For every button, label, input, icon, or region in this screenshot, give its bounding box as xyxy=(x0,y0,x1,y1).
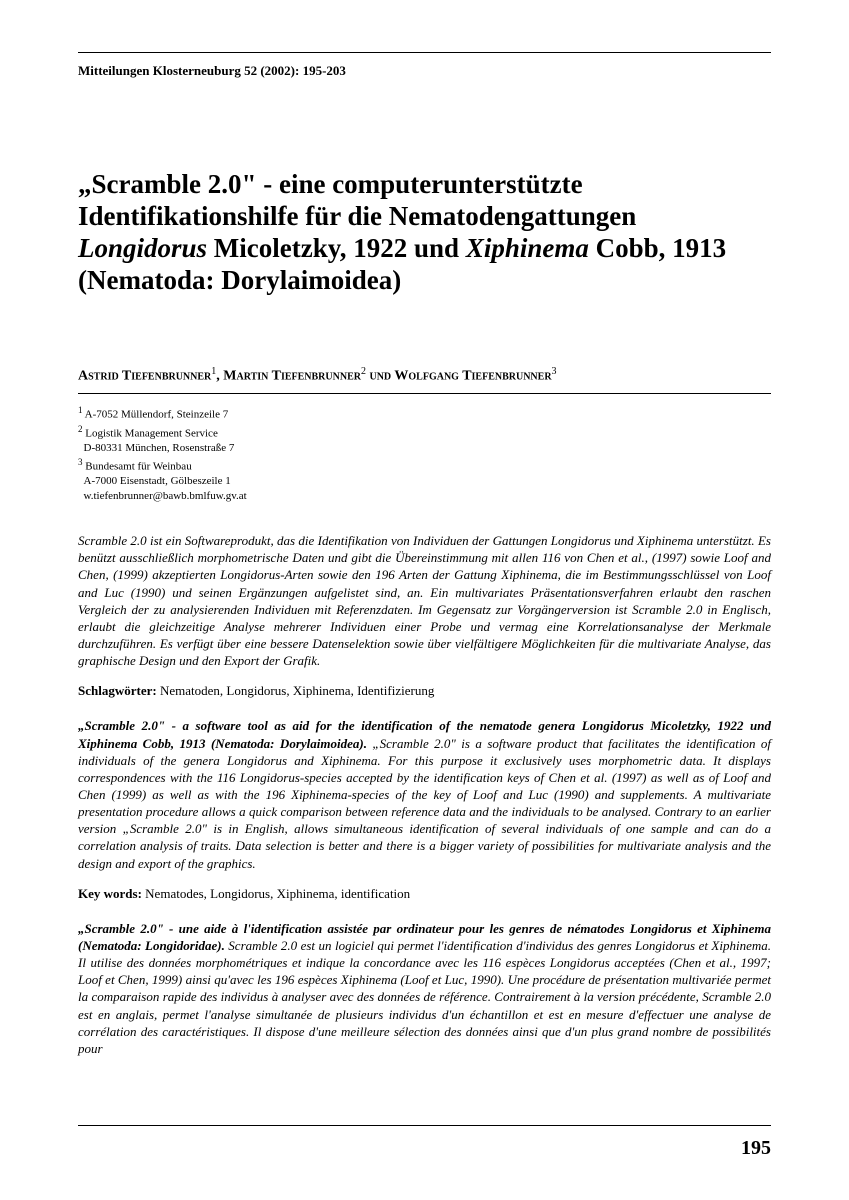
keywords-en-label: Key words: xyxy=(78,886,145,901)
aff-3b: A-7000 Eisenstadt, Gölbeszeile 1 xyxy=(84,475,231,487)
keywords-en: Key words: Nematodes, Longidorus, Xiphin… xyxy=(78,886,771,902)
aff-sup-1: 1 xyxy=(78,405,83,415)
authors-line: Astrid Tiefenbrunner1, Martin Tiefenbrun… xyxy=(78,366,771,385)
abstract-fr-text: Scramble 2.0 est un logiciel qui permet … xyxy=(78,938,771,1056)
page-number: 195 xyxy=(741,1137,771,1160)
title-genus-longidorus: Longidorus xyxy=(78,233,207,263)
journal-citation: Mitteilungen Klosterneuburg 52 (2002): 1… xyxy=(78,63,771,79)
author-3: Wolfgang Tiefenbrunner xyxy=(394,369,551,384)
abstract-en: „Scramble 2.0" - a software tool as aid … xyxy=(78,717,771,871)
aff-2b: D-80331 München, Rosenstraße 7 xyxy=(84,442,235,454)
title-part-2: Micoletzky, 1922 und xyxy=(207,233,466,263)
keywords-de: Schlagwörter: Nematoden, Longidorus, Xip… xyxy=(78,683,771,699)
bottom-rule xyxy=(78,1125,771,1126)
author-1: Astrid Tiefenbrunner xyxy=(78,369,211,384)
affiliations: 1 A-7052 Müllendorf, Steinzeile 7 2 Logi… xyxy=(78,404,771,504)
aff-3: Bundesamt für Weinbau xyxy=(85,461,191,473)
abstract-de-text: Scramble 2.0 ist ein Softwareprodukt, da… xyxy=(78,533,771,668)
keywords-de-label: Schlagwörter: xyxy=(78,683,160,698)
aff-2: Logistik Management Service xyxy=(85,427,218,439)
top-rule xyxy=(78,52,771,53)
title-genus-xiphinema: Xiphinema xyxy=(466,233,589,263)
aff-sup-2: 2 xyxy=(78,424,83,434)
sep-2: und xyxy=(366,369,394,384)
aff-email: w.tiefenbrunner@bawb.bmlfuw.gv.at xyxy=(84,490,247,502)
aff-sup-3: 3 xyxy=(78,457,83,467)
article-title: „Scramble 2.0" - eine computerunterstütz… xyxy=(78,169,771,296)
abstract-de: Scramble 2.0 ist ein Softwareprodukt, da… xyxy=(78,532,771,669)
author-2: Martin Tiefenbrunner xyxy=(223,369,361,384)
abstract-fr: „Scramble 2.0" - une aide à l'identifica… xyxy=(78,920,771,1057)
keywords-de-text: Nematoden, Longidorus, Xiphinema, Identi… xyxy=(160,683,434,698)
title-part-1: „Scramble 2.0" - eine computerunterstütz… xyxy=(78,169,636,231)
author-3-sup: 3 xyxy=(552,366,557,377)
aff-1: A-7052 Müllendorf, Steinzeile 7 xyxy=(85,409,229,421)
authors-rule xyxy=(78,393,771,394)
keywords-en-text: Nematodes, Longidorus, Xiphinema, identi… xyxy=(145,886,410,901)
abstract-en-text: „Scramble 2.0" is a software product tha… xyxy=(78,736,771,871)
